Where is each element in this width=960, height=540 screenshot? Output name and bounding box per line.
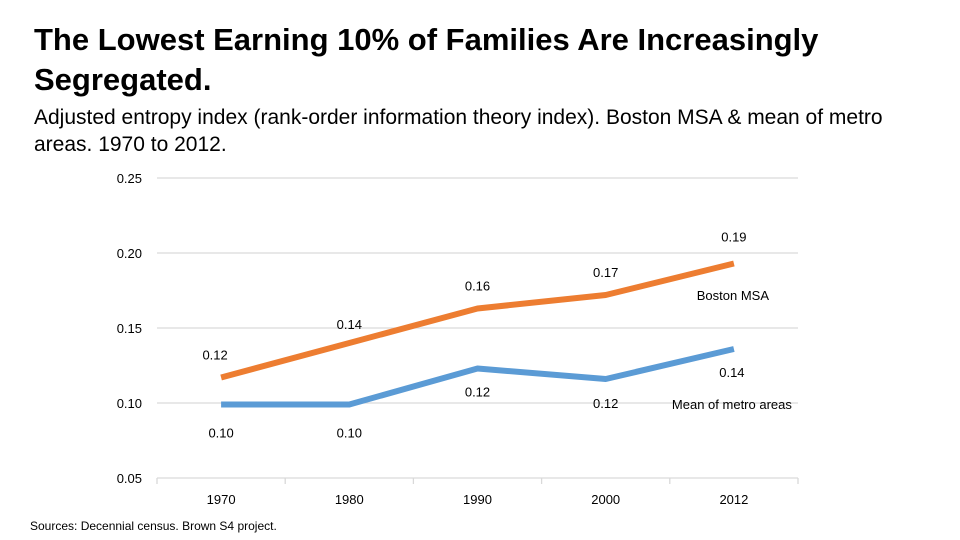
data-label: 0.14 (719, 365, 744, 380)
x-tick-label: 1990 (463, 492, 492, 507)
x-tick-label: 2012 (719, 492, 748, 507)
series-label-metro: Mean of metro areas (672, 397, 792, 412)
series-labels: Boston MSA Mean of metro areas (672, 288, 792, 412)
x-tick-label: 1970 (207, 492, 236, 507)
y-tick-label: 0.15 (117, 321, 142, 336)
gridlines (157, 177, 798, 404)
data-label: 0.14 (337, 317, 362, 332)
x-tick-label: 2000 (591, 492, 620, 507)
series-lines (220, 260, 735, 408)
data-label: 0.12 (465, 385, 490, 400)
boston-series-line (220, 260, 735, 381)
x-tick-label: 1980 (335, 492, 364, 507)
y-tick-label: 0.10 (117, 396, 142, 411)
y-tick-label: 0.20 (117, 246, 142, 261)
data-label: 0.12 (202, 348, 227, 363)
data-label: 0.10 (208, 426, 233, 441)
metro-series-line (221, 346, 735, 408)
data-label: 0.16 (465, 279, 490, 294)
data-labels: 0.12 0.14 0.16 0.17 0.19 0.10 0.10 0.12 0.12 0.14 (202, 230, 746, 441)
data-label: 0.17 (593, 265, 618, 280)
chart-title: The Lowest Earning 10% of Families Are I… (34, 22, 819, 97)
data-label: 0.19 (721, 230, 746, 245)
y-tick-label: 0.05 (117, 471, 142, 486)
x-axis: 1970 1980 1990 2000 2012 (156, 477, 799, 507)
y-tick-label: 0.25 (117, 171, 142, 186)
data-label: 0.10 (337, 426, 362, 441)
y-axis: 0.05 0.10 0.15 0.20 0.25 (117, 171, 142, 486)
source-note: Sources: Decennial census. Brown S4 proj… (30, 519, 277, 533)
series-label-boston: Boston MSA (697, 288, 770, 303)
data-label: 0.12 (593, 396, 618, 411)
chart-subtitle: Adjusted entropy index (rank-order infor… (34, 106, 883, 156)
